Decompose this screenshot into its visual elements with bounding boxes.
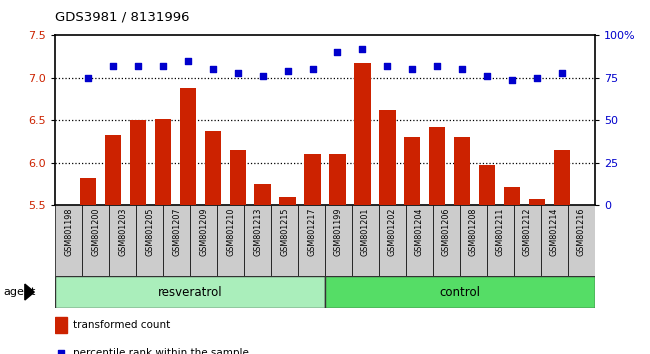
Text: resveratrol: resveratrol: [158, 286, 222, 298]
Bar: [479, 165, 495, 205]
Bar: [352, 205, 379, 276]
Point: [507, 77, 517, 82]
Bar: [298, 205, 325, 276]
Bar: [255, 184, 270, 205]
Text: GSM801211: GSM801211: [496, 207, 505, 256]
Point: [332, 50, 343, 55]
Point: [257, 73, 268, 79]
Bar: [130, 120, 146, 205]
Point: [557, 70, 567, 76]
Point: [374, 229, 384, 235]
Bar: [109, 205, 136, 276]
Point: [457, 67, 467, 72]
Bar: [487, 205, 514, 276]
Bar: [429, 127, 445, 205]
Bar: [190, 205, 217, 276]
Bar: [136, 205, 163, 276]
Point: [432, 63, 443, 69]
Bar: [155, 119, 171, 205]
Bar: [330, 154, 346, 205]
Text: GSM801217: GSM801217: [307, 207, 316, 256]
Point: [133, 63, 143, 69]
Bar: [229, 150, 246, 205]
Point: [233, 70, 243, 76]
Text: control: control: [439, 286, 480, 298]
Text: GSM801210: GSM801210: [226, 207, 235, 256]
Bar: [529, 199, 545, 205]
Text: GSM801204: GSM801204: [415, 207, 424, 256]
Text: GDS3981 / 8131996: GDS3981 / 8131996: [55, 11, 190, 24]
Bar: [504, 187, 520, 205]
Bar: [379, 205, 406, 276]
Bar: [325, 276, 595, 308]
Text: GSM801212: GSM801212: [523, 207, 532, 256]
Point: [108, 63, 118, 69]
Text: GSM801198: GSM801198: [64, 207, 73, 256]
Text: GSM801200: GSM801200: [91, 207, 100, 256]
Bar: [406, 205, 433, 276]
Point: [83, 75, 93, 81]
Bar: [568, 205, 595, 276]
Bar: [380, 110, 395, 205]
Bar: [55, 317, 67, 333]
Bar: [205, 131, 221, 205]
Bar: [404, 137, 421, 205]
Point: [183, 58, 193, 64]
Point: [157, 63, 168, 69]
Bar: [325, 205, 352, 276]
Point: [207, 67, 218, 72]
Point: [307, 67, 318, 72]
Bar: [105, 135, 121, 205]
Bar: [541, 205, 568, 276]
Text: percentile rank within the sample: percentile rank within the sample: [73, 348, 248, 354]
Text: GSM801205: GSM801205: [145, 207, 154, 256]
Text: transformed count: transformed count: [73, 320, 170, 330]
Bar: [271, 205, 298, 276]
Bar: [454, 137, 471, 205]
Bar: [217, 205, 244, 276]
Text: GSM801203: GSM801203: [118, 207, 127, 256]
Bar: [82, 205, 109, 276]
Point: [358, 46, 368, 52]
Text: GSM801199: GSM801199: [334, 207, 343, 256]
Text: GSM801201: GSM801201: [361, 207, 370, 256]
Text: GSM801214: GSM801214: [550, 207, 559, 256]
Polygon shape: [25, 284, 34, 300]
Point: [382, 63, 393, 69]
Text: GSM801206: GSM801206: [442, 207, 451, 256]
Bar: [80, 178, 96, 205]
Bar: [514, 205, 541, 276]
Point: [532, 75, 542, 81]
Bar: [244, 205, 271, 276]
Text: agent: agent: [3, 287, 36, 297]
Bar: [304, 154, 320, 205]
Bar: [55, 276, 325, 308]
Bar: [433, 205, 460, 276]
Text: GSM801209: GSM801209: [199, 207, 208, 256]
Point: [482, 73, 493, 79]
Bar: [55, 205, 82, 276]
Text: GSM801213: GSM801213: [253, 207, 262, 256]
Bar: [354, 63, 370, 205]
Point: [282, 68, 293, 74]
Point: [407, 67, 417, 72]
Bar: [179, 88, 196, 205]
Text: GSM801202: GSM801202: [388, 207, 397, 256]
Bar: [163, 205, 190, 276]
Bar: [460, 205, 487, 276]
Text: GSM801207: GSM801207: [172, 207, 181, 256]
Text: GSM801216: GSM801216: [577, 207, 586, 256]
Bar: [554, 150, 570, 205]
Bar: [280, 197, 296, 205]
Text: GSM801208: GSM801208: [469, 207, 478, 256]
Text: GSM801215: GSM801215: [280, 207, 289, 256]
